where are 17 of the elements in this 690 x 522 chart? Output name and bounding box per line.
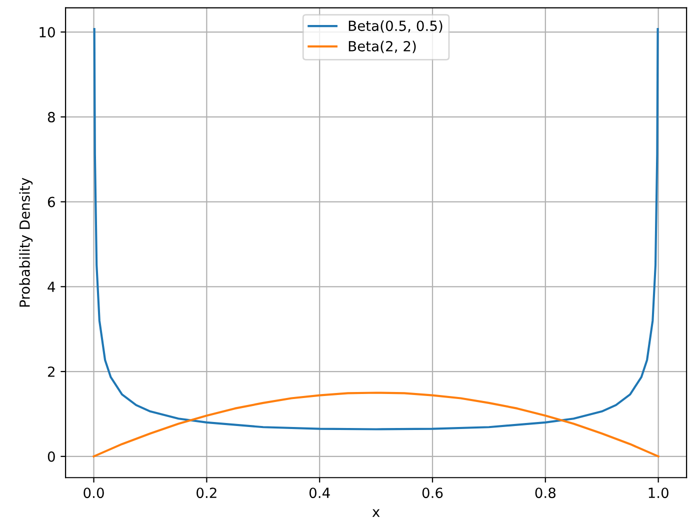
x-tick-label: 0.0 [84,488,104,498]
x-tick-label: 0.6 [422,488,443,498]
x-axis-title: x [372,509,380,517]
y-tick-label: 0 [48,451,55,462]
x-tick-label: 0.8 [535,488,556,498]
legend-label: Beta(0.5, 0.5) [348,20,442,33]
y-axis-title: Probability Density [19,178,33,307]
y-tick-label: 4 [48,282,56,292]
y-tick-label: 8 [48,112,55,122]
line-series [92,392,660,458]
y-tick-label: 10 [40,26,55,38]
x-tick-label: 0.2 [196,488,216,498]
x-tick-label: 0.4 [309,488,330,498]
y-tick-label: 6 [48,196,55,208]
y-tick-label: 2 [48,366,54,377]
legend-label: Beta(2, 2) [348,40,416,54]
x-tick-label: 1.0 [648,488,668,498]
